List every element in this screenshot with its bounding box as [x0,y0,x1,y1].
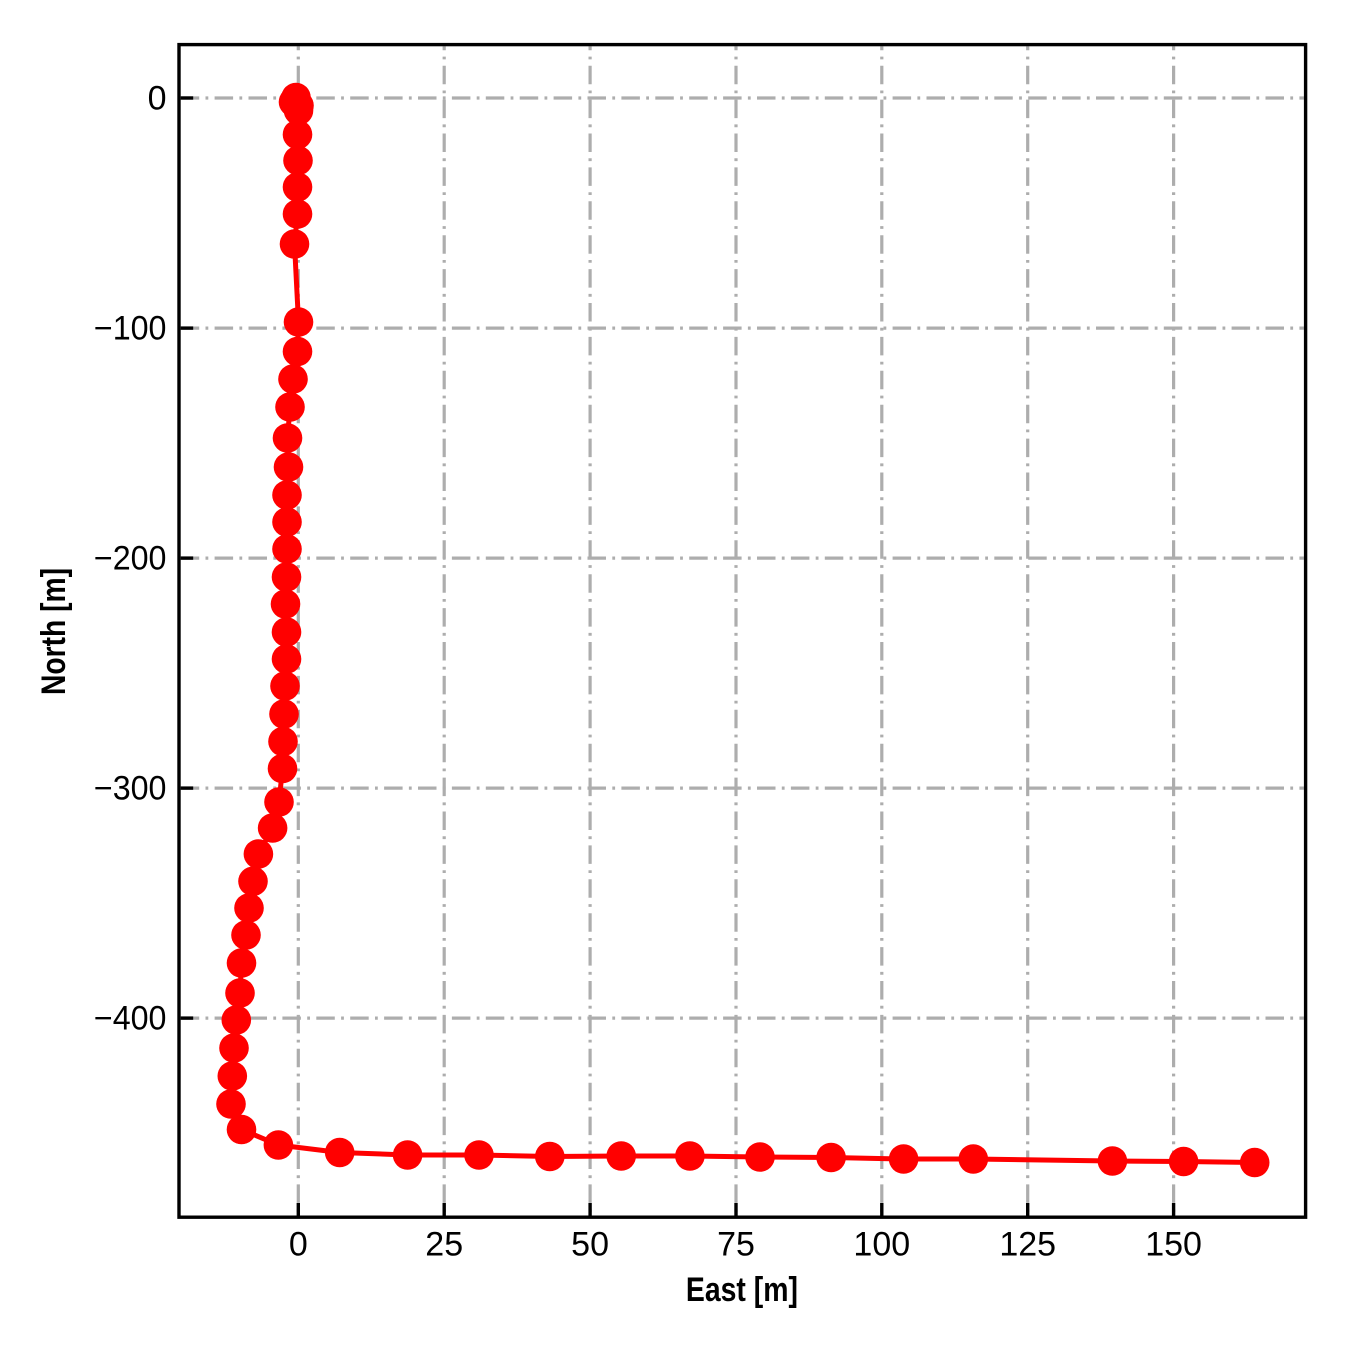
svg-text:East [m]: East [m] [686,1271,798,1309]
svg-text:75: 75 [717,1225,755,1263]
svg-text:25: 25 [425,1225,463,1263]
svg-text:−100: −100 [94,310,167,348]
svg-text:150: 150 [1145,1225,1202,1263]
svg-text:125: 125 [999,1225,1056,1263]
svg-text:50: 50 [571,1225,609,1263]
svg-text:−400: −400 [94,1000,167,1038]
svg-text:−300: −300 [94,770,167,808]
svg-text:North [m]: North [m] [35,568,73,695]
svg-text:100: 100 [853,1225,910,1263]
svg-text:0: 0 [148,80,167,118]
svg-text:0: 0 [289,1225,308,1263]
svg-text:−200: −200 [94,540,167,578]
